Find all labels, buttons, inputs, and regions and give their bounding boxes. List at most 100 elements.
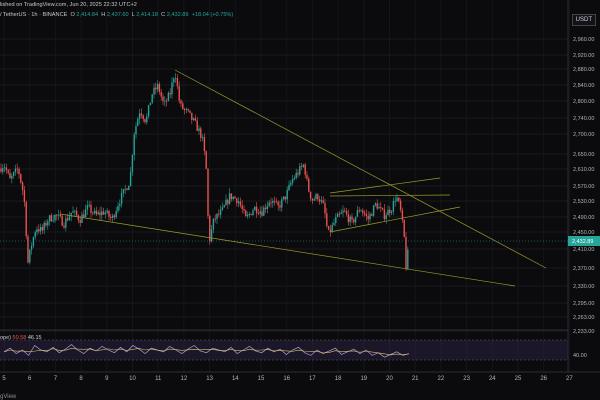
candle-body xyxy=(372,205,375,216)
candle-body xyxy=(95,210,98,215)
time-tick-label: 14 xyxy=(232,376,239,382)
candle-body xyxy=(25,201,27,237)
time-tick-label: 6 xyxy=(28,376,32,382)
time-tick-label: 8 xyxy=(79,376,83,382)
candle-body xyxy=(284,196,287,200)
candle-body xyxy=(245,210,247,217)
candle-body xyxy=(151,94,153,103)
candle-body xyxy=(390,211,393,214)
candle-body xyxy=(74,210,76,212)
candle-body xyxy=(146,116,148,123)
candle-body xyxy=(43,223,45,231)
rsi-value-2: 46.15 xyxy=(27,335,42,341)
candle-body xyxy=(275,201,278,203)
candle-body xyxy=(20,174,22,183)
candle-body xyxy=(83,214,85,218)
candle-body xyxy=(135,125,137,135)
time-tick-label: 17 xyxy=(309,376,316,382)
candle-body xyxy=(295,172,297,179)
candle-body xyxy=(360,210,362,212)
candle-body xyxy=(185,109,188,110)
candle-body xyxy=(228,193,231,204)
candle-body xyxy=(210,229,213,242)
candle-body xyxy=(255,206,258,214)
candle-body xyxy=(131,155,134,173)
candle-body xyxy=(191,112,193,120)
candle-body xyxy=(174,78,177,79)
candle-body xyxy=(183,108,186,110)
candle-body xyxy=(2,168,4,172)
candle-body xyxy=(16,168,18,170)
candle-body xyxy=(155,87,157,90)
candle-body xyxy=(158,83,161,92)
trendline xyxy=(59,213,516,287)
candle-body xyxy=(371,214,373,216)
price-tick-label: 2,960.00 xyxy=(573,37,594,43)
candle-body xyxy=(5,167,8,171)
candle-body xyxy=(169,92,171,95)
candle-body xyxy=(101,211,103,216)
candle-body xyxy=(18,168,20,175)
candle-body xyxy=(142,115,144,120)
candle-body xyxy=(282,196,285,200)
time-axis[interactable]: 5 6 7 8 9 10 11 12 13 14 15 16 17 18 19 20 21 22 23 24 25 26 2… xyxy=(0,371,600,382)
candle-body xyxy=(75,210,78,216)
candle-body xyxy=(257,213,260,214)
candle-body xyxy=(322,200,324,203)
candle-body xyxy=(234,196,236,199)
candle-body xyxy=(392,201,395,212)
candle-body xyxy=(272,200,274,203)
candle-body xyxy=(79,220,81,223)
trendline xyxy=(174,69,547,269)
candle-body xyxy=(205,151,207,169)
price-tick-label: 2,920.00 xyxy=(573,53,594,59)
candle-body xyxy=(353,219,355,223)
candle-body xyxy=(317,194,319,200)
open-value: 2,414.84 xyxy=(76,12,99,18)
candle-body xyxy=(351,216,353,220)
candle-body xyxy=(198,128,200,131)
candle-body xyxy=(329,229,332,232)
currency-button[interactable]: USDT xyxy=(571,14,596,26)
time-tick-label: 24 xyxy=(489,376,496,382)
candle-body xyxy=(115,210,117,218)
symbol-label[interactable]: / TetherUS · 1h · BINANCE xyxy=(0,12,68,18)
candle-body xyxy=(54,214,56,221)
candle-body xyxy=(232,196,234,200)
candle-body xyxy=(50,215,53,222)
time-tick-label: 19 xyxy=(360,376,367,382)
candle-body xyxy=(104,212,107,215)
candle-body xyxy=(93,210,96,214)
candle-body xyxy=(380,207,382,208)
candle-body xyxy=(378,207,380,209)
candle-body xyxy=(297,172,299,175)
candle-body xyxy=(41,227,44,231)
candle-body xyxy=(164,100,166,102)
candle-body xyxy=(394,201,396,202)
candle-body xyxy=(106,210,108,213)
candle-body xyxy=(405,236,407,270)
candle-body xyxy=(11,175,13,179)
price-axis[interactable]: 2,960.00 2,920.00 2,880.00 2,840.00 2,800.00… xyxy=(567,0,594,372)
last-price-marker: 2,432.89 xyxy=(0,236,600,246)
candle-body xyxy=(349,216,351,223)
candle-body xyxy=(268,202,270,206)
candle-body xyxy=(335,217,337,223)
candle-body xyxy=(176,78,179,87)
trendline xyxy=(329,177,441,194)
candle-body xyxy=(48,215,51,222)
rsi-name: ope) xyxy=(0,335,12,341)
candle-body xyxy=(286,189,288,200)
candle-body xyxy=(326,213,328,227)
candle-body xyxy=(203,137,206,152)
candle-body xyxy=(225,199,227,206)
price-tick-label: 2,610.00 xyxy=(573,167,594,173)
price-tick-label: 2,370.00 xyxy=(573,266,594,272)
candle-body xyxy=(327,226,330,230)
price-tick-label: 2,530.00 xyxy=(573,199,594,205)
candle-body xyxy=(149,102,152,106)
time-tick-label: 9 xyxy=(105,376,109,382)
price-tick-label: 2,490.00 xyxy=(573,215,594,221)
